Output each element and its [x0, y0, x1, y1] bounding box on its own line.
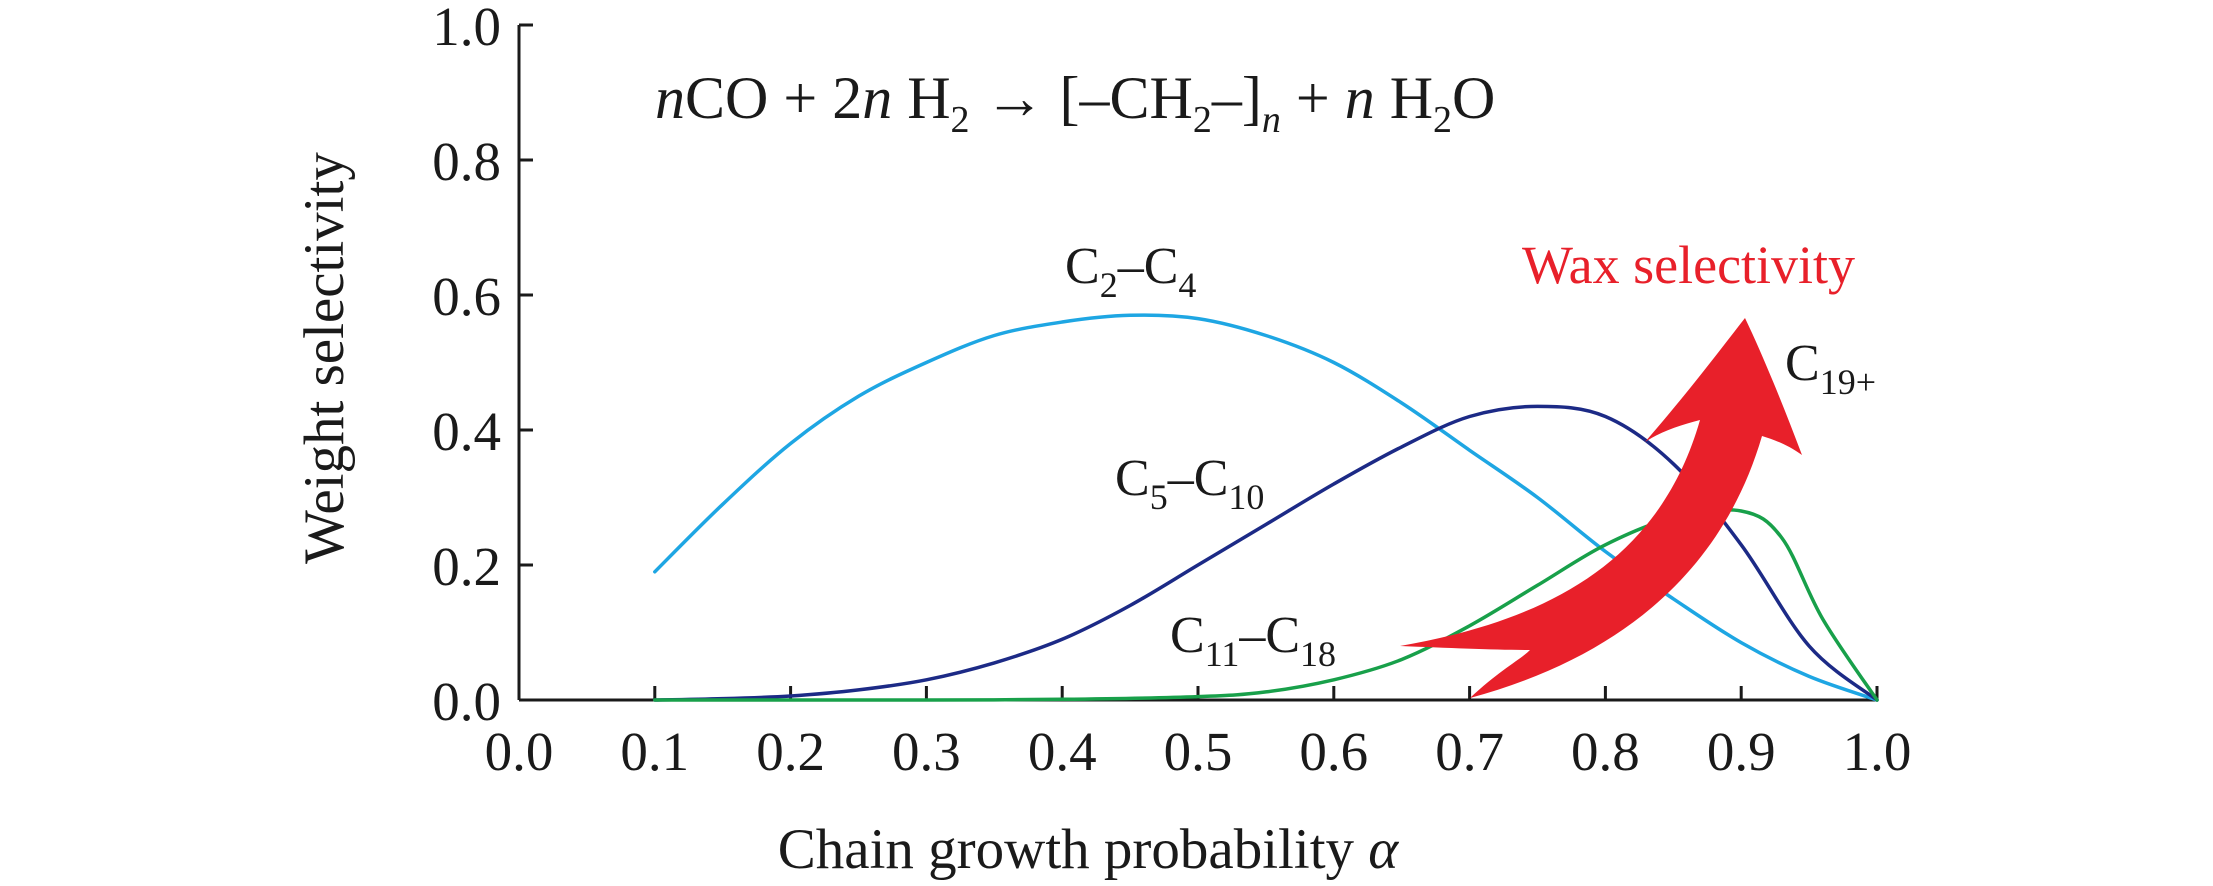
- series-label-c2-c4: C2–C4: [1065, 238, 1196, 305]
- y-tick-label: 1.0: [432, 0, 501, 57]
- series-label-c11-c18: C11–C18: [1170, 607, 1336, 674]
- y-tick-label: 0.0: [432, 671, 501, 732]
- chart-equation: nCO + 2n H2 → [–CH2–]n + n H2O: [655, 65, 1495, 141]
- x-tick-label: 0.7: [1435, 721, 1504, 782]
- wax-arrow-group: [1400, 318, 1802, 698]
- wax-selectivity-arrow: [1400, 318, 1802, 698]
- series-line-c2-c4: [653, 313, 1879, 702]
- x-tick-label: 0.2: [756, 721, 825, 782]
- x-tick-label: 0.3: [892, 721, 961, 782]
- x-tick-label: 1.0: [1843, 721, 1912, 782]
- series-label-c19-plus: C19+: [1785, 335, 1876, 402]
- y-tick-label: 0.2: [432, 536, 501, 597]
- y-tick-label: 0.6: [432, 266, 501, 327]
- x-axis-title: Chain growth probability α: [778, 818, 1400, 881]
- x-tick-label: 0.8: [1571, 721, 1640, 782]
- series-label-c5-c10: C5–C10: [1115, 450, 1264, 517]
- x-tick-label: 0.5: [1164, 721, 1233, 782]
- x-tick-label: 0.4: [1028, 721, 1097, 782]
- y-axis-title: Weight selectivity: [293, 152, 356, 564]
- axes: 0.0 0.1 0.2 0.3 0.4 0.5 0.6 0.7 0.8 0.9 1.0 0.0 0.2 0…: [432, 0, 1911, 782]
- x-tick-label: 0.1: [620, 721, 689, 782]
- wax-selectivity-label: Wax selectivity: [1522, 235, 1855, 295]
- y-tick-label: 0.4: [432, 401, 501, 462]
- x-tick-label: 0.9: [1707, 721, 1776, 782]
- y-tick-label: 0.8: [432, 131, 501, 192]
- labels: nCO + 2n H2 → [–CH2–]n + n H2O C2–C4 C5–…: [293, 65, 1876, 881]
- x-tick-label: 0.0: [485, 721, 554, 782]
- series-line-c11-c18: [653, 508, 1879, 702]
- x-tick-label: 0.6: [1299, 721, 1368, 782]
